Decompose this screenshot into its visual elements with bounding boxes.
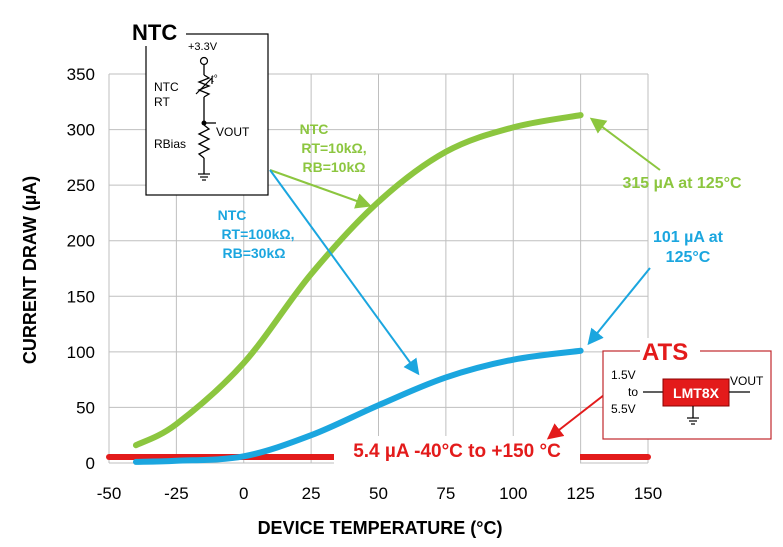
series-line-ntc-100k	[132, 347, 584, 465]
blue-max-arrow	[587, 267, 651, 346]
ntc-inset-title: NTC	[132, 20, 177, 45]
x-tick-labels: -50 -25 0 25 50 75 100 125 150	[97, 484, 662, 503]
ntc-inset: NTC +3.3V t° NTC RT VOUT RBias	[130, 16, 269, 196]
green-series-label-1: NTC	[300, 121, 329, 137]
y-tick-label: 350	[67, 65, 95, 84]
blue-series-label-2: RT=100kΩ,	[221, 226, 294, 242]
ats-chip-label: LMT8X	[673, 385, 720, 401]
green-series-label-2: RT=10kΩ,	[301, 140, 366, 156]
blue-label-arrow	[269, 169, 420, 376]
y-axis-label: CURRENT DRAW (µA)	[20, 176, 40, 364]
y-tick-label: 200	[67, 232, 95, 251]
blue-series-label-1: NTC	[218, 207, 247, 223]
x-axis-label: DEVICE TEMPERATURE (°C)	[258, 518, 503, 538]
x-tick-label: 125	[566, 484, 594, 503]
x-tick-label: 25	[302, 484, 321, 503]
ats-vout-label: VOUT	[730, 374, 764, 388]
green-max-arrow	[589, 117, 661, 171]
x-tick-label: 150	[634, 484, 662, 503]
ntc-supply-label: +3.3V	[188, 41, 218, 53]
ats-note: 5.4 µA -40°C to +150 °C	[353, 441, 561, 462]
ntc-rt-label-1: NTC	[154, 80, 179, 94]
x-tick-label: -50	[97, 484, 122, 503]
x-tick-label: 75	[436, 484, 455, 503]
x-tick-label: 50	[369, 484, 388, 503]
ats-note-bg	[334, 436, 580, 464]
y-tick-label: 100	[67, 343, 95, 362]
ats-inset: ATS 1.5V to 5.5V LMT8X VOUT	[602, 338, 772, 440]
ntc-rt-label-2: RT	[154, 95, 170, 109]
y-tick-label: 300	[67, 121, 95, 140]
blue-max-label-1: 101 µA at	[653, 229, 724, 246]
y-tick-label: 50	[76, 398, 95, 417]
ats-supply-3: 5.5V	[611, 402, 636, 416]
ats-supply-2: to	[628, 385, 638, 399]
blue-max-label-2: 125°C	[666, 249, 711, 266]
ntc-rbias-label: RBias	[154, 137, 186, 151]
x-tick-label: -25	[164, 484, 189, 503]
x-tick-label: 100	[499, 484, 527, 503]
x-tick-label: 0	[239, 484, 248, 503]
green-label-arrow	[269, 169, 372, 209]
blue-series-label-3: RB=30kΩ	[223, 245, 286, 261]
ntc-vout-label: VOUT	[216, 125, 250, 139]
series-line-ntc-10k	[132, 112, 584, 449]
y-tick-labels: 0 50 100 150 200 250 300 350	[67, 65, 95, 473]
y-tick-label: 0	[86, 454, 95, 473]
y-tick-label: 250	[67, 176, 95, 195]
ats-arrow	[546, 394, 605, 440]
ats-inset-title: ATS	[642, 339, 688, 366]
ats-supply-1: 1.5V	[611, 368, 636, 382]
green-series-label-3: RB=10kΩ	[303, 159, 366, 175]
ntc-temp-symbol: t°	[211, 74, 218, 85]
y-tick-label: 150	[67, 287, 95, 306]
green-max-label: 315 µA at 125°C	[622, 175, 742, 192]
